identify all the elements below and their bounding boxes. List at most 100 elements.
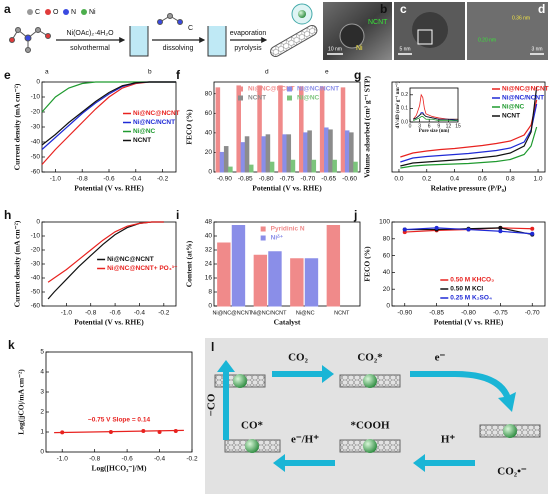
data-point bbox=[402, 227, 407, 232]
data-line bbox=[47, 221, 164, 283]
panel-label: l bbox=[211, 340, 214, 354]
bar bbox=[236, 85, 241, 173]
bar bbox=[219, 151, 225, 173]
x-tick-label: -0.4 bbox=[134, 310, 146, 317]
data-point bbox=[466, 227, 471, 232]
x-tick-label: 0.8 bbox=[506, 176, 515, 183]
plot-frame bbox=[45, 351, 193, 453]
atom-icon bbox=[63, 9, 69, 15]
x-tick-label: 0.6 bbox=[478, 176, 487, 183]
data-line bbox=[400, 86, 538, 167]
legend-label: Ni@NC bbox=[297, 95, 320, 102]
beaker bbox=[129, 26, 149, 57]
bar bbox=[215, 87, 221, 173]
additive: C bbox=[188, 25, 193, 32]
x-tick-label: -0.4 bbox=[130, 176, 142, 183]
data-point bbox=[434, 225, 439, 230]
legend-label: Ni@NC@NCNT bbox=[248, 86, 295, 93]
species: CO₂* bbox=[357, 352, 383, 364]
x-axis-label: Pore size (nm) bbox=[419, 129, 450, 134]
plot-frame bbox=[41, 221, 177, 307]
bar bbox=[324, 127, 329, 173]
x-tick-label: -0.6 bbox=[122, 456, 134, 463]
bar bbox=[290, 159, 296, 173]
x-tick-label: -1.0 bbox=[57, 456, 69, 463]
legend-label: Ni@NC@NCNT bbox=[133, 110, 180, 117]
panel-label: h bbox=[4, 208, 11, 222]
atom-label: Ni bbox=[89, 9, 96, 16]
bar bbox=[253, 254, 268, 307]
scale-label: 3 nm bbox=[531, 46, 542, 52]
y-tick-label: -40 bbox=[31, 139, 41, 146]
x-axis-label: Relative pressure (P/P₀) bbox=[431, 184, 507, 193]
stage-label: a bbox=[45, 69, 49, 76]
species: CO* bbox=[241, 420, 264, 432]
y-tick-label: -30 bbox=[31, 261, 41, 268]
x-tick-label: 1.0 bbox=[534, 176, 543, 183]
bar bbox=[244, 136, 250, 173]
panel-label: d bbox=[538, 2, 545, 16]
x-tick-label: 0.0 bbox=[394, 176, 403, 183]
x-tick-label: -0.6 bbox=[103, 176, 115, 183]
step-label: dissolving bbox=[163, 45, 194, 52]
data-point bbox=[530, 226, 535, 231]
panel-label: c bbox=[400, 2, 407, 16]
catalyst-site bbox=[339, 439, 401, 453]
bar bbox=[332, 159, 337, 173]
x-axis-label: Potential (V vs. RHE) bbox=[74, 318, 144, 327]
bar bbox=[328, 129, 333, 173]
x-tick-label: -0.8 bbox=[85, 310, 97, 317]
bar bbox=[282, 134, 287, 173]
species: H⁺ bbox=[441, 434, 456, 446]
x-tick-label: NCNT bbox=[334, 310, 350, 316]
bar bbox=[269, 161, 275, 173]
bar bbox=[340, 87, 346, 173]
y-axis-label: Current density (mA cm⁻²) bbox=[13, 83, 22, 170]
scale-label: 10 nm bbox=[328, 46, 342, 52]
step-label: pyrolysis bbox=[234, 45, 262, 52]
x-tick-label: -0.2 bbox=[157, 176, 169, 183]
legend-label: Ni@NC/NCNT bbox=[297, 86, 339, 93]
y-tick-label: 0 bbox=[208, 303, 212, 310]
x-tick-label: -1.0 bbox=[61, 310, 73, 317]
y-tick-label: 3 bbox=[40, 389, 44, 396]
bar bbox=[265, 134, 271, 173]
step-arrow bbox=[410, 371, 516, 412]
legend-swatch bbox=[287, 95, 292, 101]
stage-label: b bbox=[148, 69, 152, 76]
x-tick-label: Ni@NC bbox=[296, 310, 315, 316]
molecule bbox=[9, 27, 51, 53]
legend-label: 0.25 M K₂SO₄ bbox=[450, 295, 492, 302]
y-tick-label: -60 bbox=[31, 303, 41, 310]
reagent: Ni(OAc)₂·4H₂O bbox=[66, 30, 114, 37]
y-tick-label: 60 bbox=[383, 252, 391, 259]
y-tick-label: 8 bbox=[208, 289, 212, 296]
molecule bbox=[157, 13, 183, 25]
data-line bbox=[413, 113, 458, 120]
legend-swatch bbox=[260, 235, 266, 241]
y-axis-label: Content (at%) bbox=[185, 240, 194, 287]
legend-label: NCNT bbox=[248, 95, 266, 102]
y-axis-label: FECO (%) bbox=[185, 109, 194, 145]
x-tick-label: 15 bbox=[455, 123, 461, 129]
x-tick-label: Ni@NC@NCNT bbox=[212, 310, 252, 316]
y-tick-label: 48 bbox=[205, 219, 213, 226]
species: CO₂ bbox=[288, 352, 309, 364]
x-tick-label: 12 bbox=[446, 123, 452, 129]
image-label: NCNT bbox=[368, 19, 388, 26]
step-arrow bbox=[272, 365, 334, 383]
tem-images: b NCNT Ni 10 nm c 5 nm d 0.36 nm 0.20 nm… bbox=[323, 2, 548, 60]
image-label: 0.20 nm bbox=[478, 37, 496, 43]
data-point bbox=[498, 225, 503, 230]
y-axis-label: Current density (mA cm⁻²) bbox=[13, 220, 22, 307]
data-line bbox=[413, 116, 458, 122]
data-line bbox=[400, 103, 538, 163]
y-axis-label: dV/dD (cm³ g⁻¹ nm⁻¹) bbox=[395, 81, 401, 128]
image-label: 0.36 nm bbox=[512, 15, 530, 21]
x-tick-label: -0.4 bbox=[154, 456, 166, 463]
y-axis-label: Log(|jCO|/mA cm⁻²) bbox=[17, 369, 26, 435]
legend-label: Ni@NC bbox=[502, 104, 525, 111]
y-tick-label: 0 bbox=[36, 79, 40, 86]
legend-label: NCNT bbox=[502, 113, 520, 120]
y-tick-label: -20 bbox=[31, 109, 41, 116]
